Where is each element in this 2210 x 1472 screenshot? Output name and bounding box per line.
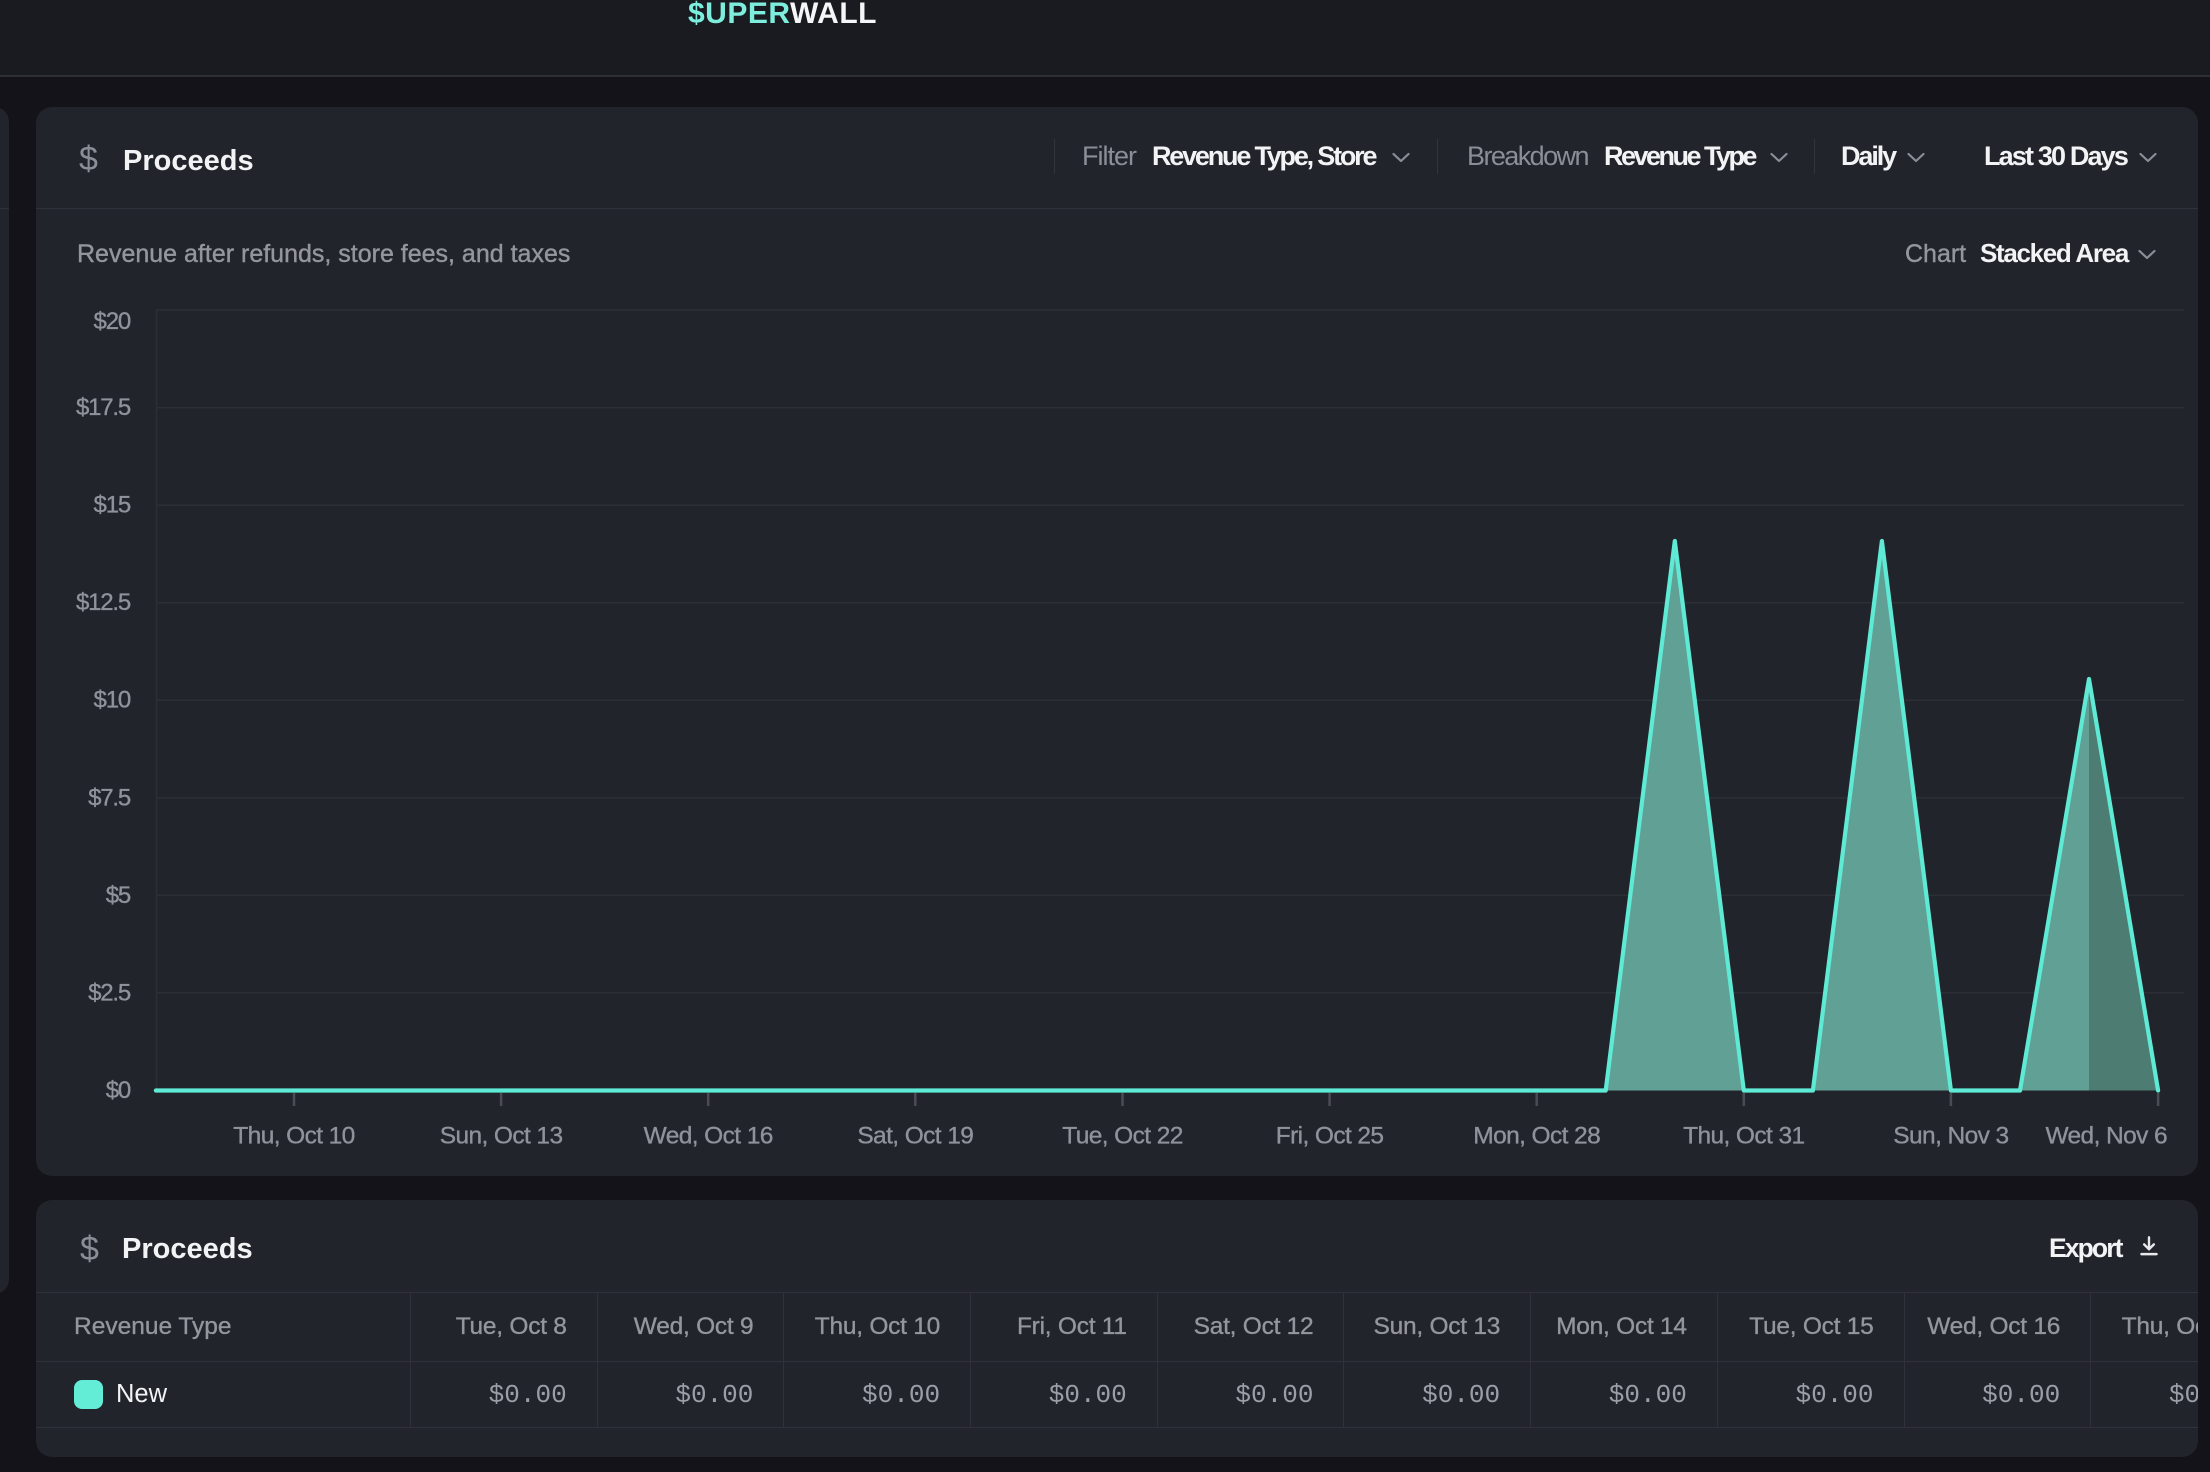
svg-text:Fri, Oct 25: Fri, Oct 25 xyxy=(1276,1123,1384,1150)
svg-text:Mon, Oct 28: Mon, Oct 28 xyxy=(1473,1123,1600,1150)
svg-text:$20: $20 xyxy=(94,308,131,335)
svg-text:Tue, Oct 22: Tue, Oct 22 xyxy=(1062,1123,1183,1150)
svg-text:$17.5: $17.5 xyxy=(76,394,131,421)
svg-text:$2.5: $2.5 xyxy=(88,979,131,1006)
svg-text:Wed, Nov 6: Wed, Nov 6 xyxy=(2045,1123,2167,1150)
svg-text:$7.5: $7.5 xyxy=(88,784,131,811)
svg-text:Thu, Oct 31: Thu, Oct 31 xyxy=(1683,1123,1804,1150)
svg-text:Sat, Oct 19: Sat, Oct 19 xyxy=(857,1123,973,1150)
svg-text:$0: $0 xyxy=(106,1077,131,1104)
svg-text:$10: $10 xyxy=(94,687,131,714)
svg-text:$5: $5 xyxy=(106,882,131,909)
svg-text:Sun, Oct 13: Sun, Oct 13 xyxy=(440,1123,563,1150)
svg-text:Thu, Oct 10: Thu, Oct 10 xyxy=(233,1123,354,1150)
svg-text:Sun, Nov 3: Sun, Nov 3 xyxy=(1893,1123,2008,1150)
svg-text:$12.5: $12.5 xyxy=(76,589,131,616)
svg-text:$15: $15 xyxy=(94,492,131,519)
svg-text:Wed, Oct 16: Wed, Oct 16 xyxy=(644,1123,773,1150)
